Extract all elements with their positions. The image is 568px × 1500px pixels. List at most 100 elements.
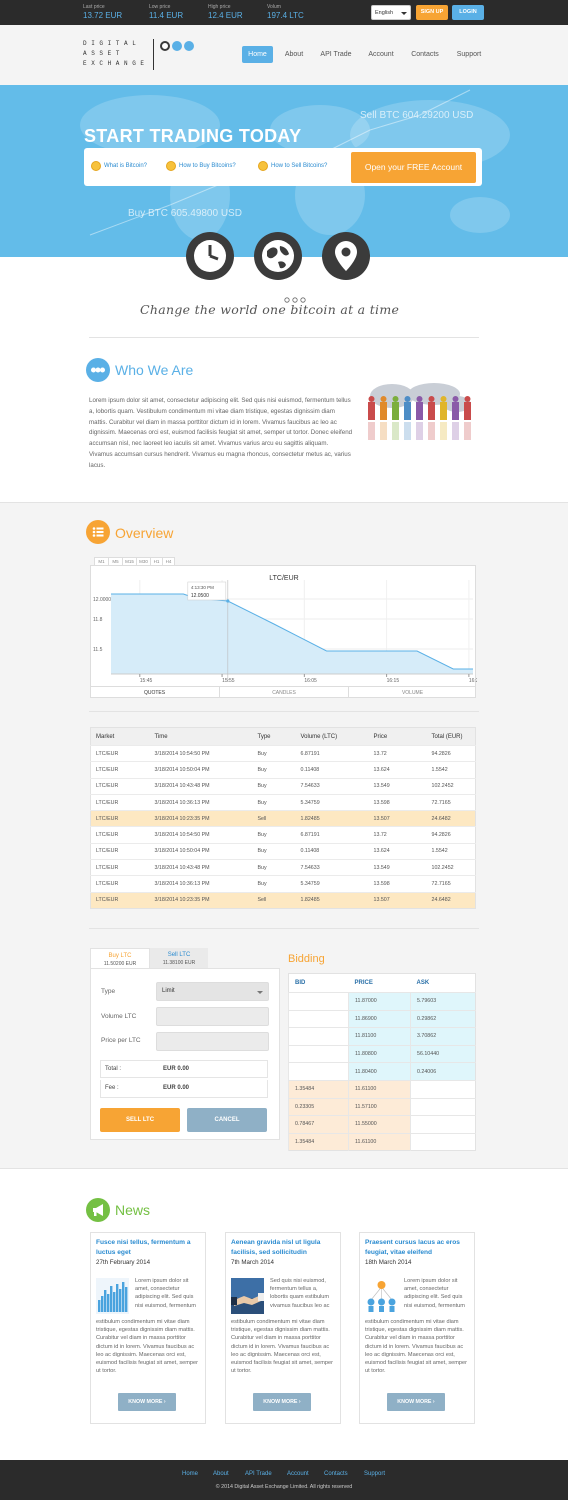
table-row: 11.86900 0.29862 [289, 1010, 476, 1028]
map-pin-icon [322, 232, 370, 280]
table-cell: 0.11408 [296, 762, 369, 778]
footer-link-about[interactable]: About [213, 1471, 229, 1477]
type-label: Type [101, 988, 115, 995]
table-cell: 3/18/2014 10:23:35 PM [150, 811, 253, 827]
price-chart[interactable]: LTC/EUR 12.0000 11.8 11.5 4:13:30 PM 12.0500 1… [90, 565, 476, 698]
tab-buy-ltc[interactable]: Buy LTC 11.50200 EUR [90, 948, 150, 969]
login-button[interactable]: LOGIN [452, 5, 484, 20]
know-more-button[interactable]: KNOW MORE › [118, 1393, 176, 1411]
hero-title: START TRADING TODAY [84, 126, 301, 147]
globe-icon [254, 232, 302, 280]
footer-link-account[interactable]: Account [287, 1471, 309, 1477]
table-cell [411, 1116, 476, 1134]
nav-support[interactable]: Support [451, 46, 487, 63]
logo-dot-icon [160, 41, 170, 51]
tab-sell-label: Sell LTC [150, 951, 208, 959]
col-ask: ASK [411, 974, 476, 993]
news-date: 18th March 2014 [365, 1259, 411, 1266]
chevron-right-icon: › [164, 1399, 166, 1405]
x-tick-label: 15:45 [140, 678, 153, 684]
open-account-button[interactable]: Open your FREE Account [351, 152, 476, 183]
trades-table: Market Time Type Volume (LTC) Price Tota… [90, 727, 476, 909]
table-cell: Buy [253, 794, 296, 810]
volume-input[interactable] [156, 1007, 269, 1026]
table-cell: 13.598 [369, 794, 427, 810]
footer-link-api-trade[interactable]: API Trade [245, 1471, 272, 1477]
table-cell: 5.34759 [296, 794, 369, 810]
table-cell: 3/18/2014 10:54:50 PM [150, 827, 253, 843]
table-cell: 1.35484 [289, 1133, 349, 1151]
tab-sell-ltc[interactable]: Sell LTC 11.38100 EUR [150, 948, 208, 969]
nav-contacts[interactable]: Contacts [406, 46, 444, 63]
table-row: 11.87000 5.79603 [289, 993, 476, 1011]
footer-link-contacts[interactable]: Contacts [324, 1471, 348, 1477]
col-volume: Volume (LTC) [296, 728, 369, 746]
table-row: LTC/EUR 3/18/2014 10:36:13 PM Buy 5.34759 13… [91, 876, 476, 892]
price-label: Price per LTC [101, 1037, 141, 1044]
tooltip-time: 4:13:30 PM [191, 585, 214, 590]
news-headline[interactable]: Aenean gravida nisl ut ligula facilisis,… [231, 1238, 335, 1257]
stat-value: 197.4 LTC [267, 12, 304, 20]
logo[interactable]: DIGITAL ASSET EXCHANGE [83, 39, 153, 69]
footer-link-home[interactable]: Home [182, 1471, 198, 1477]
link-how-to-buy[interactable]: How to Buy Bitcoins? [179, 163, 236, 169]
nav-account[interactable]: Account [363, 46, 399, 63]
bitcoin-coin-icon [166, 161, 176, 171]
know-more-button[interactable]: KNOW MORE › [387, 1393, 445, 1411]
link-what-is-bitcoin[interactable]: What is Bitcoin? [104, 163, 147, 169]
signup-button[interactable]: SIGN UP [416, 5, 448, 20]
table-cell: 3/18/2014 10:50:04 PM [150, 843, 253, 859]
tab-volume[interactable]: VOLUME [348, 686, 476, 698]
footer-link-support[interactable]: Support [364, 1471, 385, 1477]
table-cell: LTC/EUR [91, 778, 150, 794]
know-more-button[interactable]: KNOW MORE › [253, 1393, 311, 1411]
table-cell: 13.624 [369, 843, 427, 859]
news-body: estibulum condimentum mi vitae diam tris… [231, 1318, 337, 1375]
link-how-to-sell[interactable]: How to Sell Bitcoins? [271, 163, 327, 169]
table-cell: 5.79603 [411, 993, 476, 1011]
table-cell: 5.34759 [296, 876, 369, 892]
col-bid: BID [289, 974, 349, 993]
news-headline[interactable]: Fusce nisi tellus, fermentum a luctus eg… [96, 1238, 200, 1257]
table-row: 0.23305 11.57100 [289, 1098, 476, 1116]
stat-label: High price [208, 5, 243, 10]
bar-chart-thumbnail-icon [96, 1278, 129, 1314]
table-cell: LTC/EUR [91, 843, 150, 859]
news-headline[interactable]: Praesent cursus lacus ac eros feugiat, v… [365, 1238, 469, 1257]
table-cell: 6.87191 [296, 827, 369, 843]
chevron-right-icon: › [299, 1399, 301, 1405]
price-input[interactable] [156, 1032, 269, 1051]
logo-line: ASSET [83, 49, 153, 59]
nav-home[interactable]: Home [242, 46, 273, 63]
tab-quotes[interactable]: QUOTES [90, 686, 219, 698]
col-total: Total (EUR) [427, 728, 476, 746]
nav-api-trade[interactable]: API Trade [316, 46, 356, 63]
tooltip-value: 12.0500 [191, 593, 209, 599]
table-cell: 1.5542 [427, 843, 476, 859]
table-cell: 102.2452 [427, 778, 476, 794]
x-tick-label: 16:15 [387, 678, 400, 684]
tab-sell-price: 11.38100 EUR [150, 959, 208, 967]
order-type-select[interactable]: Limit [156, 982, 269, 1001]
y-tick-label: 11.8 [93, 617, 103, 623]
stat-value: 13.72 EUR [83, 12, 122, 20]
nav-about[interactable]: About [280, 46, 308, 63]
divider [89, 711, 479, 712]
language-select[interactable]: English [371, 5, 411, 20]
table-cell: 3/18/2014 10:54:50 PM [150, 746, 253, 762]
table-cell: 7.54633 [296, 778, 369, 794]
table-row: 11.80800 56.10440 [289, 1045, 476, 1063]
bitcoin-coin-icon [91, 161, 101, 171]
dots-icon [86, 358, 110, 382]
table-cell [289, 1045, 349, 1063]
fee-row: Fee : EUR 0.00 [100, 1080, 268, 1098]
table-cell: 11.87000 [349, 993, 411, 1011]
table-row: 0.78467 11.55000 [289, 1116, 476, 1134]
table-cell: 102.2452 [427, 860, 476, 876]
sell-ltc-button[interactable]: SELL LTC [100, 1108, 180, 1132]
tab-candles[interactable]: CANDLES [219, 686, 348, 698]
table-cell: 11.57100 [349, 1098, 411, 1116]
table-cell: Buy [253, 762, 296, 778]
cancel-button[interactable]: CANCEL [187, 1108, 267, 1132]
table-cell: 0.24006 [411, 1063, 476, 1081]
